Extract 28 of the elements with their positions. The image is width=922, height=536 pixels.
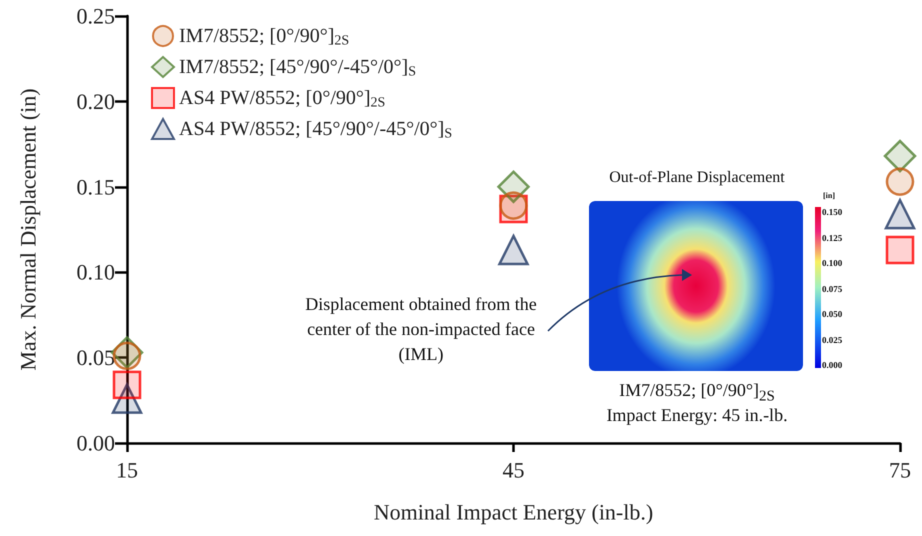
annotation: 0.075 [822,284,842,294]
y-tick-label: 0.10 [76,260,115,285]
x-tick-label: 15 [116,458,138,482]
x-axis-title: Nominal Impact Energy (in-lb.) [374,500,654,524]
annotation: 0.025 [822,334,842,344]
y-axis-title: Max. Normal Displacement (in) [16,88,40,371]
x-tick-label: 75 [889,458,911,482]
annotation: 0.100 [822,258,842,268]
annotation: 0.000 [822,360,842,370]
annotation: Impact Energy: 45 in.-lb. [605,405,789,426]
y-tick-label: 0.25 [76,4,115,28]
point [886,236,914,264]
annotation: 0.150 [822,207,842,217]
annotation: Out-of-Plane Displacement [608,169,786,187]
annotation: 0.050 [822,309,842,319]
y-tick-label: 0.00 [76,430,115,456]
y-tick-label: 0.15 [76,174,115,200]
y-tick-label: 0.20 [76,88,115,114]
annotation: 0.125 [822,232,842,242]
annotation: [in] [823,191,835,200]
point [498,234,529,266]
y-tick-label: 0.05 [76,345,115,370]
x-tick-label: 45 [502,458,524,482]
annotation: Displacement obtained from the center of the non-impacted face (IML) [304,293,538,366]
point [112,370,142,400]
point [884,198,916,230]
point [886,167,914,196]
annotation: IM7/8552; [0°/90°]$_{2S}$ [618,380,776,406]
